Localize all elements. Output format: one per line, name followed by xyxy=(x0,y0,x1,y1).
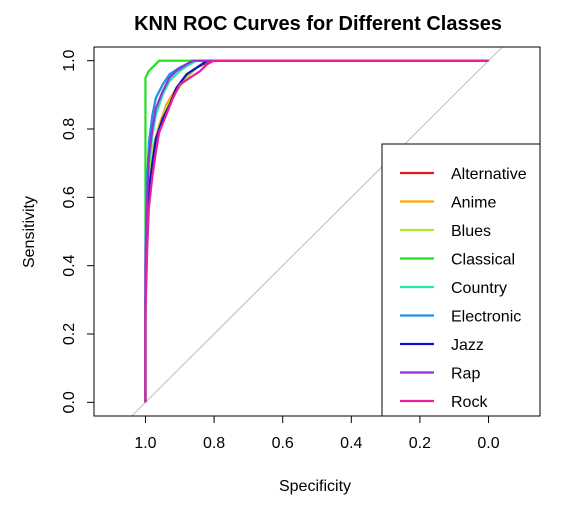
diagonal-reference-line xyxy=(131,47,503,416)
legend-item-classical: Classical xyxy=(400,252,515,269)
legend-item-rock: Rock xyxy=(400,394,488,411)
y-axis-title: Sensitivity xyxy=(21,196,38,268)
legend-item-rap: Rap xyxy=(400,366,480,383)
legend-label: Country xyxy=(451,280,507,297)
y-tick-label: 1.0 xyxy=(61,49,78,71)
y-tick-label: 0.0 xyxy=(61,391,78,413)
chart-title: KNN ROC Curves for Different Classes xyxy=(134,13,502,35)
legend-label: Classical xyxy=(451,252,515,269)
legend: Alternative Anime Blues Classical Country Ele… xyxy=(381,143,541,417)
x-tick-label: 0.8 xyxy=(203,435,225,452)
legend-item-anime: Anime xyxy=(400,195,496,212)
x-axis-title: Specificity xyxy=(279,478,351,495)
y-axis: 0.0 0.2 0.4 0.6 0.8 1.0 xyxy=(61,49,95,413)
legend-box xyxy=(381,143,541,417)
x-tick-label: 0.4 xyxy=(340,435,362,452)
legend-label: Electronic xyxy=(451,309,521,326)
diagonal-reference-layer xyxy=(131,47,503,416)
roc-line-rap xyxy=(144,59,489,403)
legend-item-country: Country xyxy=(400,280,507,297)
legend-label: Alternative xyxy=(451,166,527,183)
legend-label: Rap xyxy=(451,366,480,383)
y-tick-label: 0.2 xyxy=(61,323,78,345)
y-tick-label: 0.8 xyxy=(61,118,78,140)
legend-item-blues: Blues xyxy=(400,223,491,240)
series-layer xyxy=(144,59,489,403)
x-tick-label: 1.0 xyxy=(134,435,156,452)
x-tick-label: 0.2 xyxy=(409,435,431,452)
legend-label: Rock xyxy=(451,394,488,411)
legend-label: Anime xyxy=(451,195,496,212)
x-axis: 1.0 0.8 0.6 0.4 0.2 0.0 xyxy=(134,415,500,452)
legend-item-jazz: Jazz xyxy=(400,337,484,354)
legend-label: Jazz xyxy=(451,337,484,354)
x-tick-label: 0.0 xyxy=(477,435,499,452)
legend-item-electronic: Electronic xyxy=(400,309,521,326)
roc-line-rock xyxy=(144,59,489,403)
y-tick-label: 0.4 xyxy=(61,254,78,276)
x-tick-label: 0.6 xyxy=(272,435,294,452)
y-tick-label: 0.6 xyxy=(61,186,78,208)
legend-label: Blues xyxy=(451,223,491,240)
legend-item-alternative: Alternative xyxy=(400,166,527,183)
roc-line-classical xyxy=(144,59,489,403)
